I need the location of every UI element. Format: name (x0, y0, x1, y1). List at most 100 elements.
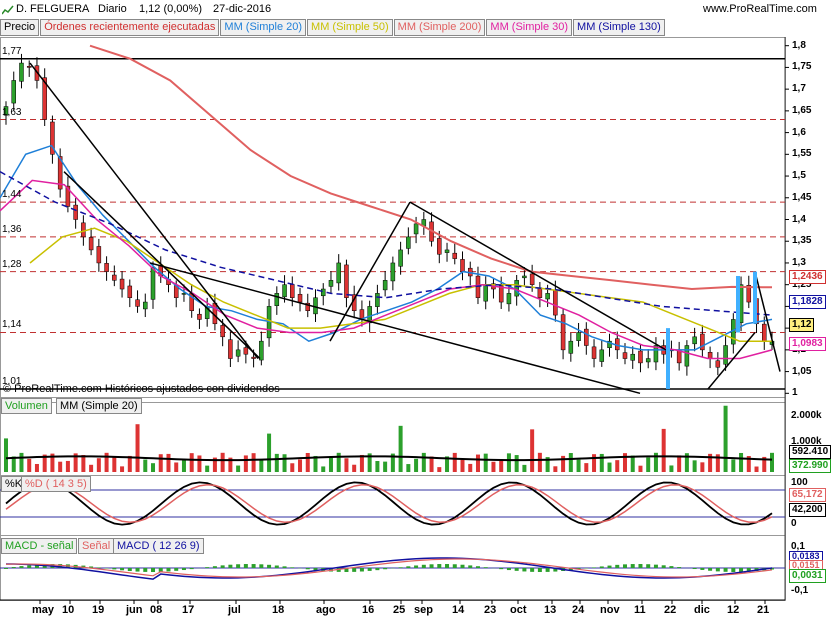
tab-mm20[interactable]: MM (Simple 20) (220, 19, 307, 36)
candle-body (127, 285, 133, 298)
macd-histogram-bar (661, 565, 666, 568)
volume-bar (491, 461, 496, 472)
candle-body (560, 314, 566, 351)
volume-bar (770, 452, 774, 472)
date-axis-label: 22 (664, 604, 677, 616)
macd-histogram-bar (545, 568, 550, 572)
candle-body (452, 252, 458, 259)
macd-axis-neg-0-1: -0,1 (791, 585, 809, 596)
tab-mm130[interactable]: MM (Simple 130) (573, 19, 665, 36)
volume-bar (669, 465, 674, 472)
volume-bar (545, 457, 550, 472)
site-url[interactable]: www.ProRealTime.com (703, 3, 817, 15)
tab-volumen[interactable]: Volumen (1, 398, 52, 414)
volume-bar (158, 454, 163, 472)
volume-bar (406, 464, 411, 472)
stoch-axis-0: 0 (791, 518, 797, 529)
volume-bar (236, 465, 241, 472)
tag-mm130: 1,1828 (789, 295, 826, 309)
candle-body (81, 222, 86, 238)
signal-marker (753, 271, 757, 324)
volume-bar (576, 459, 581, 472)
trend-line (409, 201, 667, 351)
trend-line (754, 271, 781, 372)
macd-histogram-bar (251, 564, 256, 568)
price-axis-label: 1,55 (792, 148, 812, 160)
tab-mm50[interactable]: MM (Simple 50) (307, 19, 393, 36)
volume-bar (615, 460, 620, 472)
candle-body (26, 66, 32, 68)
volume-bar (653, 452, 658, 472)
ma-line (0, 179, 773, 360)
tab-mm30[interactable]: MM (Simple 30) (486, 19, 573, 36)
macd-histogram-bar (189, 568, 194, 570)
candle-body (723, 345, 728, 365)
candle-body (375, 293, 380, 307)
volume-bar (739, 452, 744, 472)
macd-histogram-bar (646, 564, 651, 568)
tab-macd[interactable]: MACD ( 12 26 9) (113, 538, 204, 554)
volume-bar (607, 462, 612, 472)
symbol-name[interactable]: D. FELGUERA (16, 3, 90, 15)
candle-body (19, 62, 24, 82)
candle-body (630, 353, 635, 361)
tab-ordenes[interactable]: Órdenes recientemente ejecutadas (40, 19, 220, 36)
volume-bar (522, 464, 527, 472)
price-axis-label: 1,8 (792, 39, 806, 51)
volume-bar (468, 463, 473, 472)
volume-bar (274, 453, 279, 472)
trend-line (29, 62, 259, 360)
volume-bar (166, 453, 171, 472)
date-axis-label: sep (414, 604, 433, 616)
candle-body (181, 293, 187, 295)
macd-histogram-bar (34, 564, 39, 568)
macd-histogram-bar (522, 568, 527, 572)
vol-axis-1000k: 1.000k (791, 436, 822, 447)
candle-body (506, 293, 512, 305)
volume-bar (684, 453, 689, 472)
equity-icon (1, 5, 14, 18)
tab-macd-signal[interactable]: Señal (78, 538, 115, 554)
macd-histogram-bar (181, 568, 186, 571)
macd-histogram-bar (677, 567, 682, 568)
volume-bar (313, 455, 318, 472)
tag-macd-diff: 0,0031 (789, 569, 826, 583)
candle-body (119, 278, 125, 290)
tab-stoch-d[interactable]: %D ( 14 3 5) (21, 476, 91, 492)
macd-histogram-bar (568, 568, 573, 571)
volume-bar (452, 452, 457, 472)
date-axis-label: 17 (182, 604, 195, 616)
candle-body (65, 185, 71, 207)
period-label[interactable]: Diario (98, 3, 127, 15)
volume-bar (89, 464, 94, 472)
candle-body (197, 313, 202, 320)
volume-bar (143, 459, 148, 472)
macd-histogram-bar (731, 568, 736, 572)
tab-precio[interactable]: Precio (0, 19, 40, 36)
macd-histogram-bar (282, 566, 287, 568)
tab-stoch-k[interactable]: %K (1, 476, 27, 492)
tag-stoch-k: 42,200 (789, 503, 826, 517)
tab-vol-mm20[interactable]: MM (Simple 20) (56, 398, 142, 414)
tag-mm200: 1,2436 (789, 270, 826, 284)
candle-body (406, 236, 411, 249)
volume-bar (460, 458, 465, 472)
macd-histogram-bar (313, 568, 318, 571)
volume-bar (530, 429, 535, 472)
candle-body (653, 345, 659, 363)
candle-body (522, 275, 527, 279)
date-axis-label: 19 (92, 604, 105, 616)
tab-macd-signal-diff[interactable]: MACD - señal (1, 538, 78, 554)
tab-mm200[interactable]: MM (Simple 200) (393, 19, 486, 36)
candle-body (42, 77, 47, 120)
candle-body (328, 280, 334, 287)
volume-bar (282, 454, 287, 472)
volume-bar (514, 455, 519, 472)
volume-bar (336, 452, 341, 472)
volume-bar (305, 452, 310, 472)
volume-bar (73, 453, 78, 472)
last-quote: 1,12 (0,00%) (139, 3, 202, 15)
macd-line (5, 557, 773, 580)
ma-line (0, 144, 773, 351)
